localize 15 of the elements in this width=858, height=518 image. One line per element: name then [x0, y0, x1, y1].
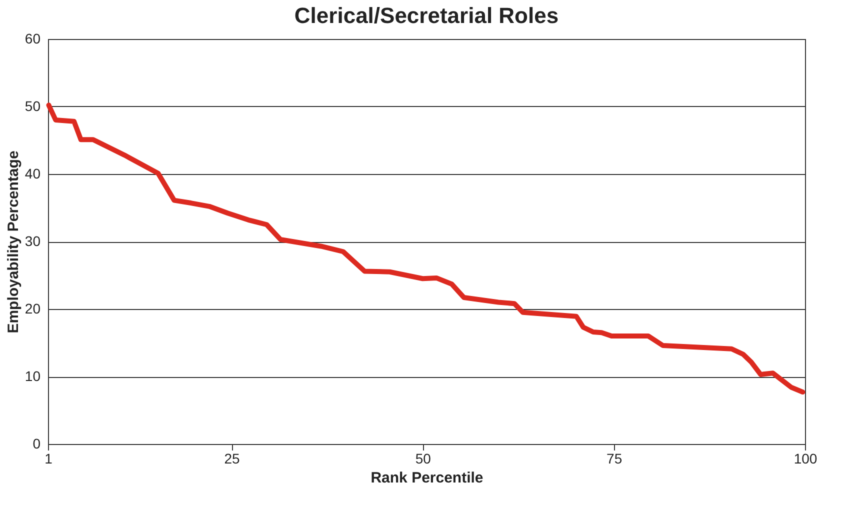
x-tick-label: 75: [606, 450, 622, 466]
y-tick-label: 30: [24, 233, 41, 249]
x-tick-label: 100: [794, 450, 818, 466]
x-tick-label: 25: [224, 450, 240, 466]
x-tick-label: 1: [44, 450, 53, 466]
y-tick-label: 40: [24, 166, 41, 182]
x-axis-title: Rank Percentile: [370, 470, 484, 486]
y-tick-label: 0: [32, 436, 41, 452]
x-tick-label: 50: [415, 450, 432, 466]
y-axis-title: Employability Percentage: [4, 150, 22, 334]
y-tick-label: 20: [24, 300, 41, 316]
y-tick-label: 10: [24, 368, 41, 384]
y-tick-label: 50: [24, 98, 41, 114]
chart-title: Clerical/Secretarial Roles: [294, 3, 559, 28]
y-tick-label: 60: [24, 30, 41, 46]
